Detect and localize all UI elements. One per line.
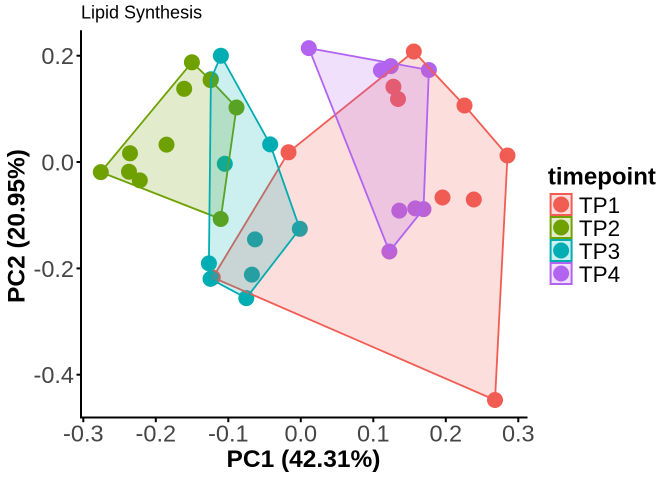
svg-text:TP3: TP3: [579, 239, 620, 264]
svg-text:-0.2: -0.2: [136, 421, 177, 447]
svg-text:TP2: TP2: [579, 216, 620, 241]
svg-text:0.1: 0.1: [357, 421, 390, 447]
svg-text:Lipid Synthesis: Lipid Synthesis: [81, 3, 202, 23]
svg-text:0.0: 0.0: [41, 150, 74, 176]
svg-text:PC2 (20.95%): PC2 (20.95%): [4, 149, 31, 303]
svg-text:-0.4: -0.4: [34, 362, 75, 388]
svg-text:timepoint: timepoint: [548, 164, 656, 191]
svg-text:0.2: 0.2: [41, 43, 74, 69]
svg-text:PC1 (42.31%): PC1 (42.31%): [227, 446, 381, 473]
svg-text:-0.2: -0.2: [34, 256, 75, 282]
svg-text:0.3: 0.3: [502, 421, 535, 447]
svg-text:-0.3: -0.3: [63, 421, 104, 447]
svg-text:0.0: 0.0: [284, 421, 317, 447]
svg-text:-0.1: -0.1: [208, 421, 249, 447]
svg-text:0.2: 0.2: [429, 421, 462, 447]
svg-text:TP4: TP4: [579, 262, 620, 287]
svg-text:TP1: TP1: [579, 193, 620, 218]
